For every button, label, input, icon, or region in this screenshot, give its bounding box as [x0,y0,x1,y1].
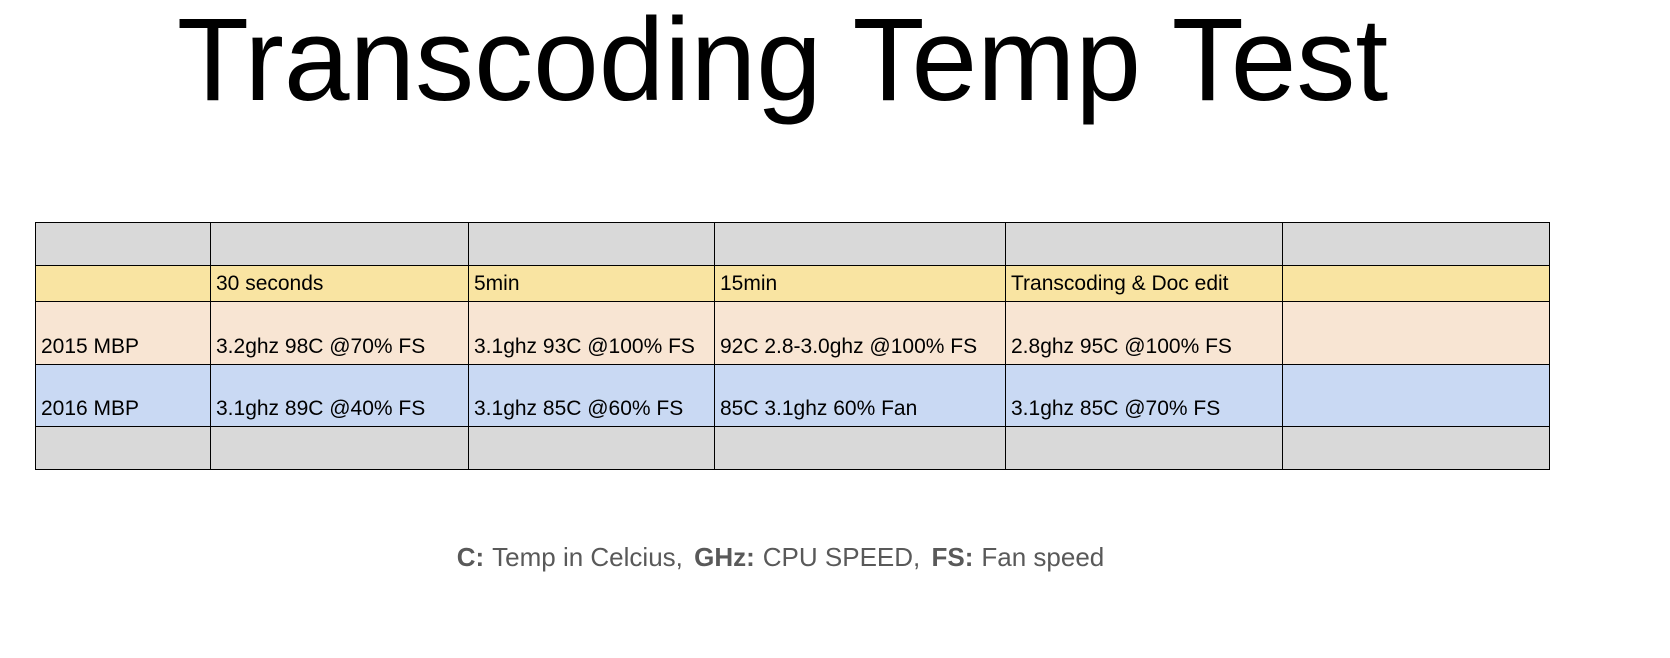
cell [35,222,211,266]
cell [714,222,1006,266]
blank-row [35,426,1550,470]
cell [210,426,469,470]
legend-text: Temp in Celcius, [492,542,683,572]
data-row: 2016 MBP 3.1ghz 89C @40% FS 3.1ghz 85C @… [35,364,1550,427]
cell [1282,265,1550,302]
cell: 3.1ghz 85C @60% FS [468,364,715,427]
cell [210,222,469,266]
cell: 3.2ghz 98C @70% FS [210,301,469,365]
legend-item: C: Temp in Celcius, [457,542,683,572]
legend-key: FS: [931,542,974,572]
cell: 85C 3.1ghz 60% Fan [714,364,1006,427]
cell: 3.1ghz 93C @100% FS [468,301,715,365]
cell [468,426,715,470]
legend-item: FS: Fan speed [932,542,1105,572]
row-label: 2016 MBP [35,364,211,427]
cell [1005,426,1283,470]
cell [1282,426,1550,470]
blank-row [35,222,1550,266]
legend-key: GHz: [694,542,755,572]
legend-item: GHz: CPU SPEED, [694,542,920,572]
cell: 3.1ghz 85C @70% FS [1005,364,1283,427]
cell: 2.8ghz 95C @100% FS [1005,301,1283,365]
cell [35,426,211,470]
header-row: 30 seconds 5min 15min Transcoding & Doc … [35,265,1550,302]
cell [468,222,715,266]
cell [1282,222,1550,266]
cell [714,426,1006,470]
cell [1005,222,1283,266]
column-header: 5min [468,265,715,302]
column-header: 30 seconds [210,265,469,302]
title: Transcoding Temp Test [176,0,1389,126]
legend-key: C: [456,542,485,572]
column-header: Transcoding & Doc edit [1005,265,1283,302]
legend-text: CPU SPEED, [762,542,921,572]
column-header: 15min [714,265,1006,302]
legend-text: Fan speed [981,542,1105,572]
cell [1282,301,1550,365]
row-label: 2015 MBP [35,301,211,365]
data-row: 2015 MBP 3.2ghz 98C @70% FS 3.1ghz 93C @… [35,301,1550,365]
cell [35,265,211,302]
temp-table: 30 seconds 5min 15min Transcoding & Doc … [35,222,1550,470]
cell [1282,364,1550,427]
cell: 92C 2.8-3.0ghz @100% FS [714,301,1006,365]
cell: 3.1ghz 89C @40% FS [210,364,469,427]
legend: C: Temp in Celcius, GHz: CPU SPEED, FS: Fan… [0,542,1565,573]
